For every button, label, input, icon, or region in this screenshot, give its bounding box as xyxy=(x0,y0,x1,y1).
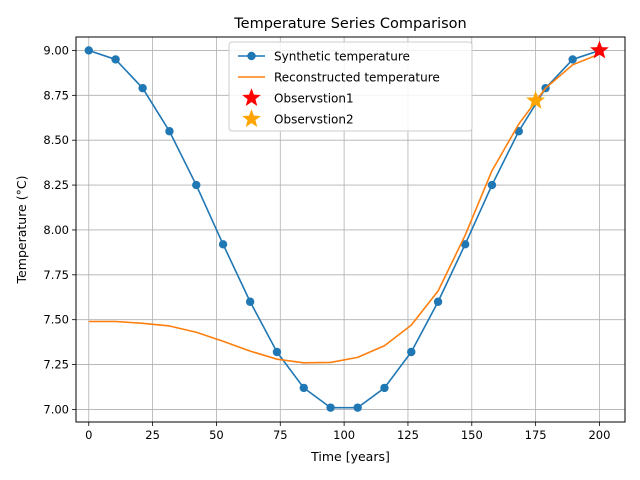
legend-star-swatch xyxy=(242,109,261,127)
y-tick-label: 7.75 xyxy=(43,268,69,282)
x-tick-label: 150 xyxy=(461,428,483,442)
data-point xyxy=(165,127,174,136)
data-point xyxy=(111,55,120,64)
data-point xyxy=(380,383,389,393)
y-tick-label: 7.50 xyxy=(43,313,69,327)
legend-star-swatch xyxy=(242,88,261,106)
y-tick-label: 8.75 xyxy=(43,88,69,102)
data-point xyxy=(272,347,282,357)
y-tick-label: 8.00 xyxy=(43,223,69,237)
data-point xyxy=(84,46,93,55)
y-tick-label: 7.00 xyxy=(43,402,69,416)
y-tick-label: 9.00 xyxy=(43,43,69,57)
x-axis-label: Time [years] xyxy=(310,449,390,464)
x-tick-label: 50 xyxy=(209,428,224,442)
data-point xyxy=(433,297,443,306)
data-point xyxy=(353,403,362,412)
x-tick-label: 75 xyxy=(273,428,288,442)
axis-ticks: 0 25 50 75 100 125 150 175 200 7.00 7.25 7.50 7.75 8.… xyxy=(43,43,610,442)
legend-marker-swatch xyxy=(247,51,256,61)
chart-title: Temperature Series Comparison xyxy=(233,16,466,32)
data-point xyxy=(192,180,201,190)
y-tick-label: 8.25 xyxy=(43,178,69,192)
x-tick-label: 125 xyxy=(397,428,419,442)
legend-label: Reconstructed temperature xyxy=(274,71,440,85)
data-point xyxy=(299,383,308,393)
observation-marker xyxy=(590,40,609,59)
x-tick-label: 175 xyxy=(525,428,547,442)
observation-marker xyxy=(526,90,545,109)
legend: Synthetic temperature Reconstructed tempe… xyxy=(228,41,473,132)
y-tick-label: 8.50 xyxy=(43,133,69,147)
y-axis-label: Temperature (°C) xyxy=(14,176,29,285)
data-point xyxy=(460,240,470,249)
data-point xyxy=(407,347,416,357)
data-point xyxy=(245,297,255,306)
legend-box xyxy=(228,41,473,132)
x-tick-label: 25 xyxy=(145,428,160,442)
plot-frame xyxy=(75,36,626,423)
legend-label: Observstion1 xyxy=(274,92,354,106)
series-line xyxy=(88,49,600,409)
data-point xyxy=(326,403,335,412)
x-tick-label: 200 xyxy=(588,428,610,442)
data-point xyxy=(138,83,147,93)
data-point xyxy=(487,180,497,190)
legend-label: Synthetic temperature xyxy=(274,50,410,64)
data-point xyxy=(568,55,577,64)
x-tick-label: 0 xyxy=(85,428,92,442)
x-tick-label: 100 xyxy=(333,428,355,442)
legend-label: Observstion2 xyxy=(274,113,354,127)
y-tick-label: 7.25 xyxy=(43,358,69,372)
series-layer xyxy=(84,40,609,412)
series-line xyxy=(88,53,600,364)
data-point xyxy=(218,240,228,249)
